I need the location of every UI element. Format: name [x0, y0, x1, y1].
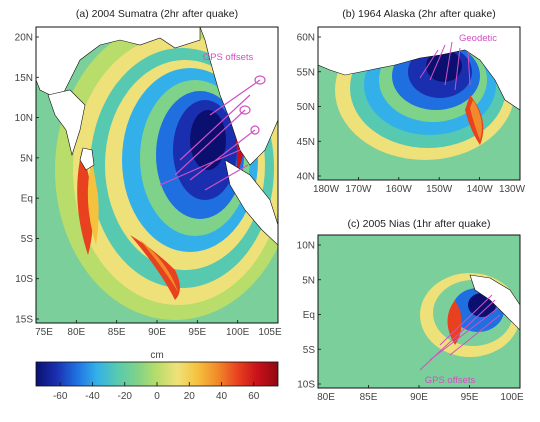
- panel-c-ytick-label: 10N: [297, 241, 315, 252]
- colorbar-tick-label: 60: [248, 391, 260, 402]
- panel-c-axes: 80E 85E 90E 95E 100E 10N 5N Eq 5S 10S: [297, 241, 524, 404]
- colorbar-tick-label: -40: [85, 391, 100, 402]
- panel-a-ytick-label: 10N: [15, 113, 33, 124]
- gps-offset-vectors: [159, 75, 266, 191]
- panel-c-xtick-label: 90E: [410, 392, 428, 403]
- panel-a-ytick-label: 10S: [15, 274, 33, 285]
- panel-b-xtick-label: 180W: [313, 184, 340, 195]
- colorbar-unit: cm: [150, 350, 163, 361]
- panel-a-ytick-label: Eq: [21, 194, 33, 205]
- gps-offsets-label-c: GPS offsets: [425, 375, 476, 386]
- colorbar: cm -60 -40 -20 0 20 40 60: [35, 350, 279, 402]
- panel-a-ytick-label: 5S: [21, 234, 34, 245]
- panel-a-ytick-label: 20N: [15, 33, 33, 44]
- colorbar-tick-label: -20: [118, 391, 133, 402]
- panel-a-xtick-label: 85E: [108, 327, 126, 338]
- panel-b-map: Geodetic: [318, 27, 520, 180]
- panel-a-ytick-label: 15S: [15, 315, 33, 326]
- colorbar-ticks: -60 -40 -20 0 20 40 60: [53, 382, 260, 402]
- panel-b-ytick-label: 55N: [297, 67, 315, 78]
- panel-a-xtick-label: 90E: [148, 327, 166, 338]
- panel-b-ytick-label: 60N: [297, 33, 315, 44]
- panel-b-xtick-label: 160W: [386, 184, 413, 195]
- panel-a-xtick-label: 100E: [226, 327, 250, 338]
- colorbar-tick-label: 40: [216, 391, 228, 402]
- panel-c-ytick-label: 5N: [302, 275, 315, 286]
- panel-b-frame: [317, 26, 521, 181]
- panel-a-xtick-label: 105E: [258, 327, 282, 338]
- panel-c: (c) 2005 Nias (1hr after quake) GPS offs…: [297, 218, 524, 403]
- land: [318, 27, 520, 111]
- panel-b-title: (b) 1964 Alaska (2hr after quake): [342, 8, 496, 20]
- land: [469, 274, 520, 331]
- panel-b-ytick-label: 40N: [297, 172, 315, 183]
- panel-a-title: (a) 2004 Sumatra (2hr after quake): [76, 8, 238, 20]
- panel-b-xtick-label: 130W: [499, 184, 526, 195]
- panel-a-axes: 75E 80E 85E 90E 95E 100E 105E 20N 15N 10N 5N Eq 5S 10…: [15, 33, 282, 339]
- panel-a-ytick-label: 15N: [15, 73, 33, 84]
- colorbar-tick-label: 0: [154, 391, 160, 402]
- panel-a-xtick-label: 95E: [188, 327, 206, 338]
- panel-a-xtick-label: 80E: [67, 327, 85, 338]
- colorbar-tick-label: -60: [53, 391, 68, 402]
- panel-b-axes: 180W 170W 160W 150W 140W 130W 60N 55N 50N 45N 40N: [297, 33, 526, 196]
- panel-b-xtick-label: 140W: [467, 184, 494, 195]
- panel-c-map: GPS offsets: [318, 235, 520, 388]
- panel-a-xtick-label: 75E: [35, 327, 53, 338]
- colorbar-tick-label: 20: [184, 391, 196, 402]
- panel-b: (b) 1964 Alaska (2hr after quake): [297, 8, 526, 195]
- panel-a-map: GPS offsets: [36, 27, 278, 323]
- panel-c-ytick-label: Eq: [303, 310, 315, 321]
- geodetic-label: Geodetic: [459, 33, 497, 44]
- panel-b-ytick-label: 45N: [297, 137, 315, 148]
- panel-c-ytick-label: 10S: [297, 380, 315, 391]
- panel-b-xtick-label: 150W: [426, 184, 453, 195]
- panel-b-xtick-label: 170W: [345, 184, 372, 195]
- panel-c-xtick-label: 80E: [317, 392, 335, 403]
- gps-offsets-label-a: GPS offsets: [203, 52, 254, 63]
- panel-c-xtick-label: 85E: [360, 392, 378, 403]
- panel-c-xtick-label: 100E: [500, 392, 524, 403]
- geodetic-vectors: [419, 41, 471, 91]
- panel-c-title: (c) 2005 Nias (1hr after quake): [348, 218, 491, 230]
- panel-a-ytick-label: 5N: [20, 153, 33, 164]
- panel-c-xtick-label: 95E: [461, 392, 479, 403]
- panel-c-ytick-label: 5S: [303, 345, 316, 356]
- gps-offset-vectors: [419, 294, 501, 371]
- panel-a: (a) 2004 Sumatra (2hr after quake): [15, 8, 282, 339]
- panel-b-ytick-label: 50N: [297, 102, 315, 113]
